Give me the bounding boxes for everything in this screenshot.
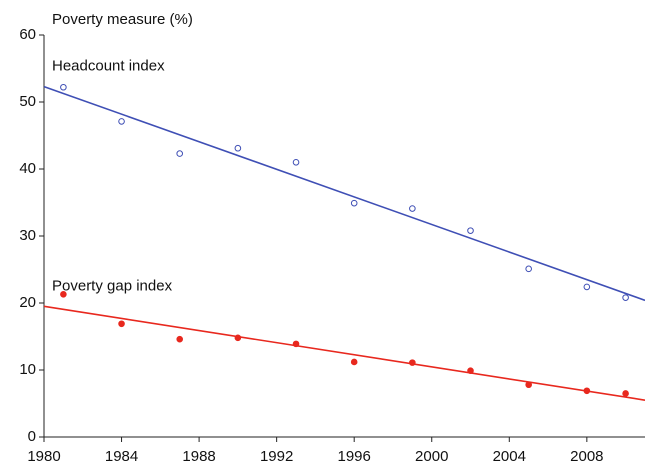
x-tick-label: 1984 xyxy=(105,448,138,465)
x-tick-label: 1980 xyxy=(27,448,60,465)
point xyxy=(622,294,629,301)
x-tick-label: 1988 xyxy=(182,448,215,465)
point xyxy=(467,367,474,374)
y-tick-label: 30 xyxy=(19,227,36,244)
point xyxy=(525,265,532,273)
trend-line xyxy=(43,85,645,302)
series-label: Headcount index xyxy=(52,58,165,75)
point xyxy=(525,381,532,389)
point xyxy=(350,199,358,207)
point xyxy=(583,283,591,291)
x-tick-label: 2008 xyxy=(570,448,603,465)
y-tick-label: 40 xyxy=(19,160,36,177)
y-tick-label: 0 xyxy=(28,428,36,445)
point xyxy=(234,144,242,152)
y-tick-label: 10 xyxy=(19,361,36,378)
y-tick-label: 60 xyxy=(19,26,36,43)
trend-line xyxy=(43,305,645,401)
point xyxy=(350,358,358,366)
series-label: Poverty gap index xyxy=(52,277,173,294)
point xyxy=(292,159,300,166)
x-tick-label: 1992 xyxy=(260,448,293,465)
x-tick-label: 2000 xyxy=(415,448,448,465)
point xyxy=(234,334,242,342)
point xyxy=(583,387,591,395)
point xyxy=(176,150,184,157)
point xyxy=(467,227,474,234)
x-tick-label: 2004 xyxy=(493,448,526,465)
x-tick-label: 1996 xyxy=(338,448,371,465)
point xyxy=(60,290,67,298)
y-axis-label: Poverty measure (%) xyxy=(52,11,193,28)
point xyxy=(409,359,416,366)
point xyxy=(118,118,125,125)
y-tick-label: 50 xyxy=(19,93,36,110)
y-tick-label: 20 xyxy=(19,294,36,311)
point xyxy=(176,335,184,343)
point xyxy=(409,205,416,212)
point xyxy=(622,390,629,397)
point xyxy=(60,83,67,91)
point xyxy=(292,340,300,348)
point xyxy=(118,320,125,328)
